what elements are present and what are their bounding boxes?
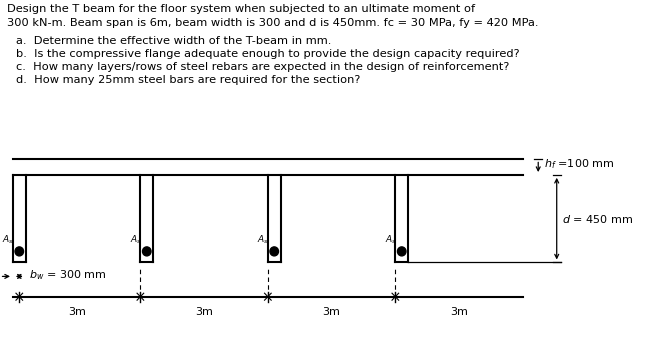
Text: 3m: 3m [322,307,341,317]
Text: 3m: 3m [68,307,86,317]
Text: $A_s$: $A_s$ [385,233,396,246]
Circle shape [397,247,406,256]
Text: 3m: 3m [450,307,468,317]
Text: $A_s$: $A_s$ [130,233,142,246]
Text: 3m: 3m [195,307,213,317]
Text: a.  Determine the effective width of the T-beam in mm.: a. Determine the effective width of the … [16,36,332,46]
Text: Design the T beam for the floor system when subjected to an ultimate moment of: Design the T beam for the floor system w… [6,4,474,14]
Text: $d$ = 450 mm: $d$ = 450 mm [562,213,634,225]
Circle shape [270,247,278,256]
Text: 300 kN-m. Beam span is 6m, beam width is 300 and d is 450mm. fc = 30 MPa, fy = 4: 300 kN-m. Beam span is 6m, beam width is… [6,18,538,28]
Text: $b_w$ = 300 mm: $b_w$ = 300 mm [29,269,106,282]
Text: b.  Is the compressive flange adequate enough to provide the design capacity req: b. Is the compressive flange adequate en… [16,49,519,59]
Text: $A_s$: $A_s$ [257,233,269,246]
Circle shape [15,247,23,256]
Circle shape [142,247,151,256]
Text: d.  How many 25mm steel bars are required for the section?: d. How many 25mm steel bars are required… [16,75,360,85]
Text: c.  How many layers/rows of steel rebars are expected in the design of reinforce: c. How many layers/rows of steel rebars … [16,62,510,72]
Text: $h_f$ =100 mm: $h_f$ =100 mm [544,157,614,171]
Text: $A_s$: $A_s$ [2,233,14,246]
